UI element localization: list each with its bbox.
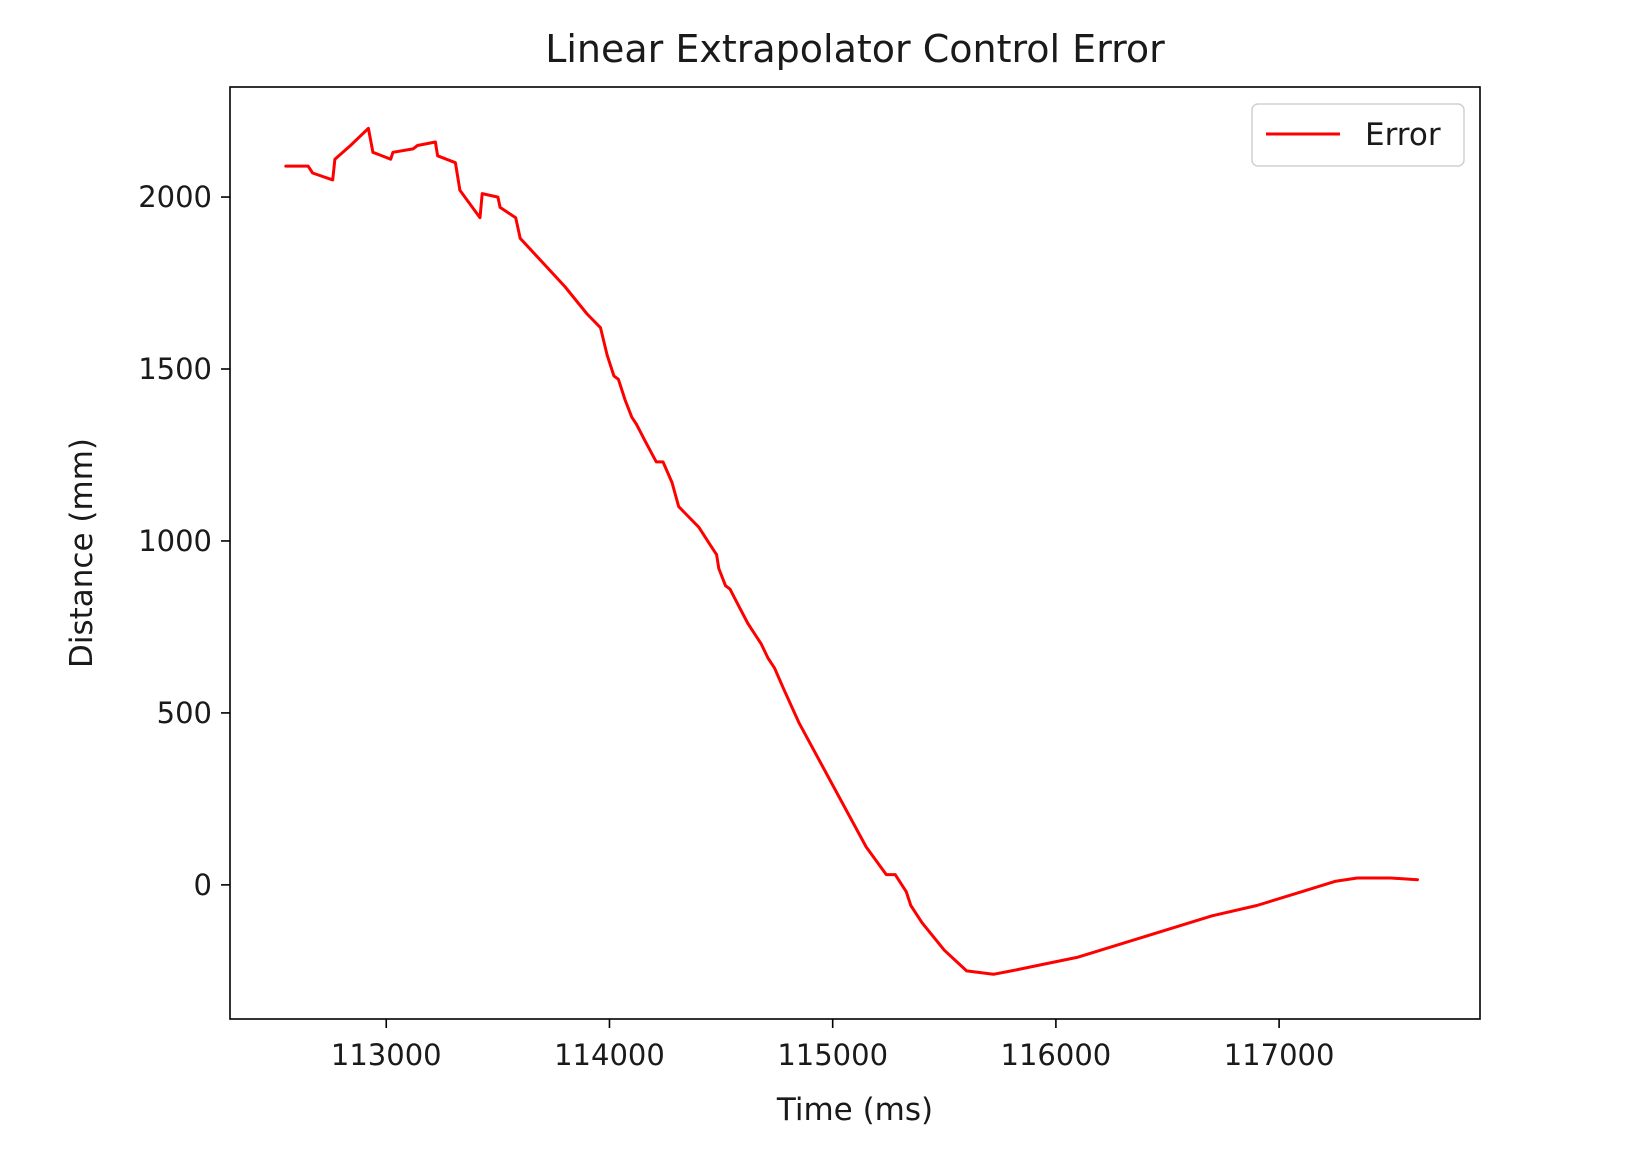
x-tick-label: 115000 [777, 1038, 888, 1072]
legend-label-error: Error [1365, 117, 1441, 153]
y-axis: 0 500 1000 1500 2000 [138, 180, 230, 902]
y-tick-label: 0 [194, 868, 212, 902]
legend: Error [1251, 103, 1465, 167]
y-axis-label: Distance (mm) [64, 438, 100, 668]
y-tick-label: 1000 [138, 524, 212, 558]
x-tick-label: 116000 [1001, 1038, 1112, 1072]
x-tick-label: 113000 [331, 1038, 442, 1072]
x-axis-label: Time (ms) [776, 1092, 933, 1128]
y-tick-label: 1500 [138, 352, 212, 386]
x-axis: 113000 114000 115000 116000 117000 [331, 1019, 1335, 1072]
chart-title: Linear Extrapolator Control Error [545, 27, 1165, 71]
y-tick-label: 500 [157, 696, 212, 730]
y-tick-label: 2000 [138, 180, 212, 214]
plot-area [284, 126, 1419, 976]
series-line-error [284, 126, 1419, 976]
x-tick-label: 114000 [554, 1038, 665, 1072]
x-tick-label: 117000 [1224, 1038, 1335, 1072]
legend-box [1251, 103, 1465, 167]
plot-frame [229, 86, 1481, 1020]
